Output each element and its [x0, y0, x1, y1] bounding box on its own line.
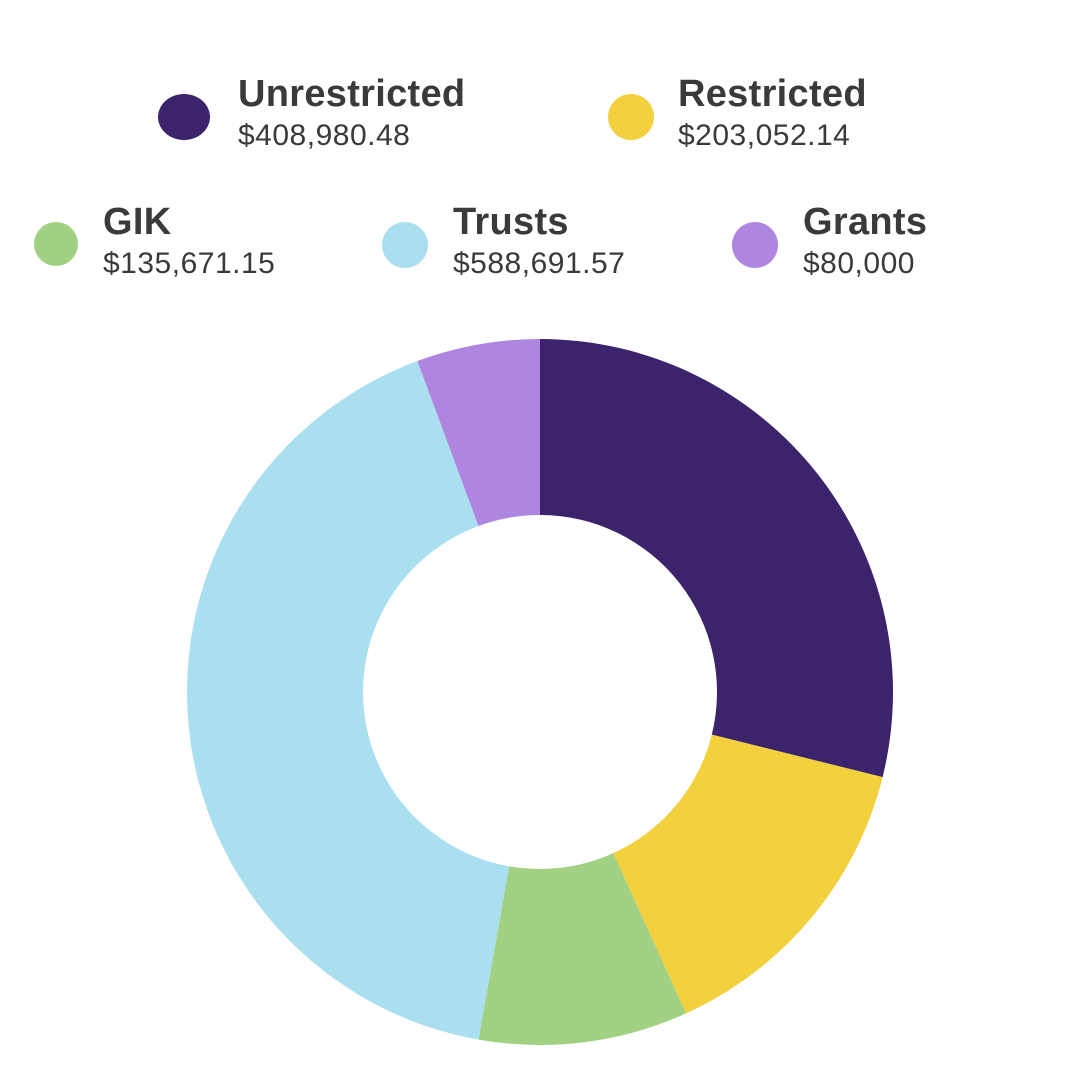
legend-swatch-unrestricted: [158, 94, 210, 140]
legend-value-unrestricted: $408,980.48: [238, 119, 411, 152]
donut-slice-gik: [478, 853, 687, 1045]
donut-slice-unrestricted: [540, 339, 893, 778]
legend-label-unrestricted: Unrestricted: [238, 73, 466, 115]
legend-item-trusts: Trusts $588,691.57: [382, 200, 682, 290]
legend-swatch-restricted: [608, 94, 654, 140]
legend-value-gik: $135,671.15: [103, 247, 276, 280]
legend-item-unrestricted: Unrestricted $408,980.48: [158, 72, 518, 162]
legend-item-grants: Grants $80,000: [732, 200, 1032, 290]
legend-swatch-gik: [34, 222, 78, 266]
legend-label-grants: Grants: [803, 201, 928, 243]
donut-slice-trusts: [187, 361, 510, 1040]
legend-swatch-trusts: [382, 222, 428, 268]
legend-label-trusts: Trusts: [453, 201, 569, 243]
legend-swatch-grants: [732, 222, 778, 268]
legend-item-restricted: Restricted $203,052.14: [608, 72, 928, 162]
donut-slice-restricted: [613, 734, 883, 1014]
legend-label-gik: GIK: [103, 201, 172, 243]
donut-slice-grants: [417, 339, 540, 527]
legend-value-restricted: $203,052.14: [678, 119, 851, 152]
legend-item-gik: GIK $135,671.15: [32, 200, 332, 290]
legend-label-restricted: Restricted: [678, 73, 867, 115]
legend-value-grants: $80,000: [803, 247, 915, 280]
legend-value-trusts: $588,691.57: [453, 247, 626, 280]
